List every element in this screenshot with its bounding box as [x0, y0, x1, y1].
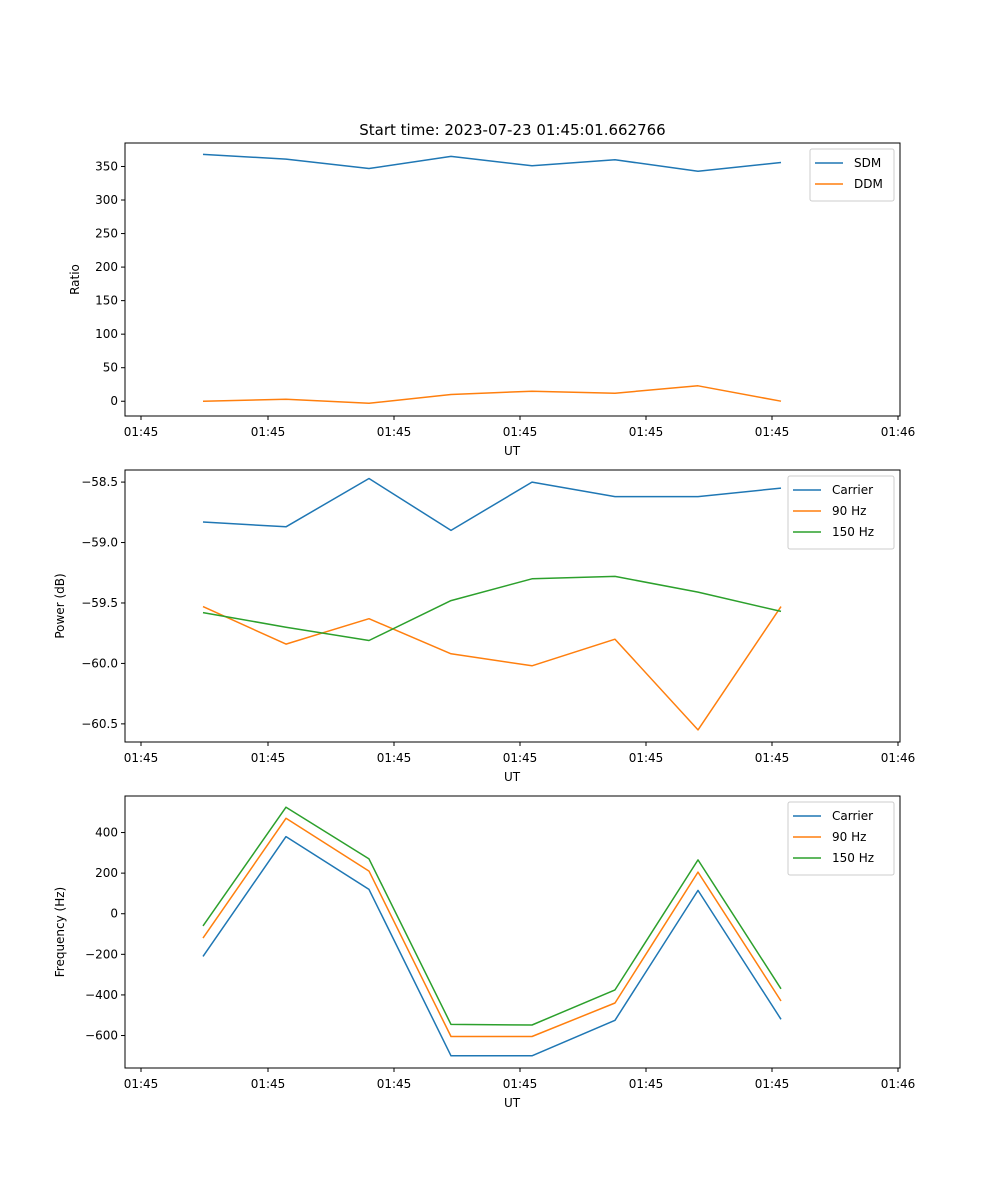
- plots-container: 01:45 01:45 01:45 01:45 01:45 01:45 01:46 0 50 10…: [53, 142, 916, 1110]
- x-tick-label: 01:45: [629, 751, 664, 765]
- legend-label: SDM: [854, 156, 881, 170]
- x-tick-label: 01:45: [377, 751, 412, 765]
- x-tick-label: 01:46: [881, 1077, 916, 1091]
- x-tick-label: 01:45: [377, 425, 412, 439]
- x-tick-label: 01:45: [124, 425, 159, 439]
- legend-label: 150 Hz: [832, 851, 874, 865]
- y-tick-label: 150: [95, 294, 118, 308]
- x-tick-label: 01:45: [251, 425, 286, 439]
- y-tick-label: 0: [110, 907, 118, 921]
- y-tick-label: 50: [103, 361, 118, 375]
- series-line-ddm: [202, 385, 782, 405]
- x-tick-label: 01:46: [881, 751, 916, 765]
- y-tick-label: 250: [95, 227, 118, 241]
- legend: Carrier 90 Hz 150 Hz: [787, 801, 895, 876]
- legend-box: [787, 475, 895, 550]
- legend-label: Carrier: [832, 483, 873, 497]
- y-tick-label: −59.0: [81, 536, 118, 550]
- legend-label: 90 Hz: [832, 504, 866, 518]
- x-tick-label: 01:45: [629, 1077, 664, 1091]
- y-axis-label: Ratio: [68, 264, 82, 295]
- axes-frame: [124, 469, 901, 743]
- legend-box: [809, 148, 895, 202]
- x-tick-label: 01:45: [503, 751, 538, 765]
- x-tick-label: 01:45: [377, 1077, 412, 1091]
- legend-label: DDM: [854, 177, 883, 191]
- x-axis-label: UT: [504, 770, 521, 784]
- x-tick-label: 01:45: [755, 751, 790, 765]
- legend-label: 150 Hz: [832, 525, 874, 539]
- x-tick-label: 01:45: [629, 425, 664, 439]
- x-tick-label: 01:45: [251, 1077, 286, 1091]
- y-tick-label: 200: [95, 260, 118, 274]
- x-tick-label: 01:46: [881, 425, 916, 439]
- series-line-90-hz: [202, 817, 782, 1038]
- legend-label: Carrier: [832, 809, 873, 823]
- x-axis-label: UT: [504, 1096, 521, 1110]
- y-tick-label: 350: [95, 159, 118, 173]
- y-tick-label: −200: [85, 947, 118, 961]
- series-line-carrier: [202, 477, 782, 532]
- y-tick-label: 100: [95, 327, 118, 341]
- series-line-90-hz: [202, 605, 782, 731]
- x-tick-label: 01:45: [251, 751, 286, 765]
- y-tick-label: −60.5: [81, 717, 118, 731]
- legend: SDM DDM: [809, 148, 895, 202]
- chart-title: Start time: 2023-07-23 01:45:01.662766: [359, 121, 665, 139]
- legend: Carrier 90 Hz 150 Hz: [787, 475, 895, 550]
- series-line-150-hz: [202, 575, 782, 642]
- x-tick-label: 01:45: [755, 1077, 790, 1091]
- y-tick-label: −600: [85, 1029, 118, 1043]
- series-line-carrier: [202, 835, 782, 1057]
- subplot-3: 01:45 01:45 01:45 01:45 01:45 01:45 01:46 400 20…: [53, 795, 916, 1110]
- legend-label: 90 Hz: [832, 830, 866, 844]
- y-tick-label: 300: [95, 193, 118, 207]
- y-tick-label: 200: [95, 866, 118, 880]
- y-axis-label: Frequency (Hz): [53, 887, 67, 978]
- axes-frame: [124, 795, 901, 1069]
- series-line-sdm: [202, 153, 782, 172]
- y-tick-label: −60.0: [81, 656, 118, 670]
- y-tick-label: 400: [95, 826, 118, 840]
- y-tick-label: −58.5: [81, 475, 118, 489]
- y-tick-label: 0: [110, 394, 118, 408]
- subplot-2: 01:45 01:45 01:45 01:45 01:45 01:45 01:46 −58.5…: [53, 469, 916, 784]
- x-tick-label: 01:45: [503, 425, 538, 439]
- axes-frame: [124, 142, 901, 417]
- x-tick-label: 01:45: [124, 1077, 159, 1091]
- y-axis-label: Power (dB): [53, 573, 67, 638]
- subplot-1: 01:45 01:45 01:45 01:45 01:45 01:45 01:46 0 50 10…: [68, 142, 916, 458]
- x-tick-label: 01:45: [124, 751, 159, 765]
- x-tick-label: 01:45: [755, 425, 790, 439]
- y-tick-label: −400: [85, 988, 118, 1002]
- x-axis-label: UT: [504, 444, 521, 458]
- legend-box: [787, 801, 895, 876]
- series-line-150-hz: [202, 806, 782, 1026]
- y-tick-label: −59.5: [81, 596, 118, 610]
- x-tick-label: 01:45: [503, 1077, 538, 1091]
